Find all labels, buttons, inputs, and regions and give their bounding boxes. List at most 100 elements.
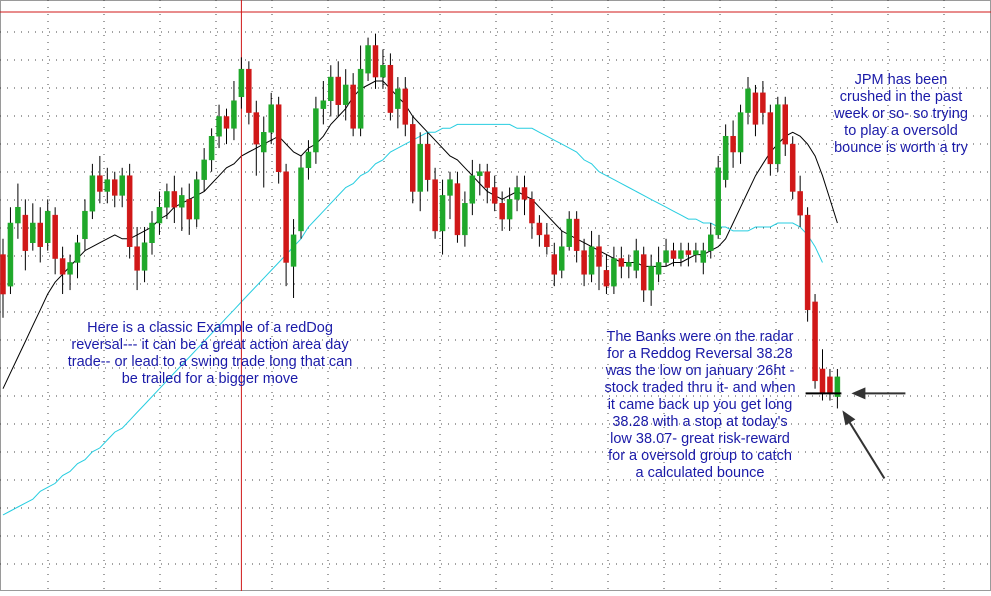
candle (44, 199, 51, 251)
candle (708, 223, 714, 259)
candle (685, 242, 692, 267)
candle (566, 211, 572, 251)
candle (715, 155, 721, 239)
candle-body-down (350, 84, 356, 129)
candle (797, 175, 803, 227)
candle (208, 128, 215, 172)
candle (387, 53, 394, 121)
candle (812, 294, 818, 389)
candle-body-up (238, 68, 245, 98)
candle-body-down (767, 112, 774, 165)
candle-body-up (775, 104, 781, 165)
candle-body-down (596, 246, 602, 267)
candle-body-down (760, 92, 766, 113)
annotation-left: Here is a classic Example of a redDog re… (67, 320, 353, 387)
candle (171, 175, 178, 224)
candle-body-down (112, 179, 118, 196)
candle-body-down (730, 135, 736, 153)
candle-body-down (253, 112, 260, 145)
candle (15, 183, 21, 239)
candle-body-up (305, 151, 312, 169)
candle-body-down (134, 246, 140, 271)
candle-body-up (462, 203, 468, 236)
candle-body-down (97, 175, 103, 192)
candle-body-up (67, 262, 73, 275)
candle-body-up (320, 100, 327, 109)
candle-body-up (104, 179, 111, 192)
candle (141, 226, 148, 283)
candle (134, 226, 140, 291)
candle-body-up (395, 88, 401, 109)
candle (469, 159, 476, 216)
candle (89, 163, 96, 220)
candle-body-down (432, 179, 438, 232)
arrow-left-head (851, 387, 866, 400)
candle-body-down (551, 254, 558, 275)
candle (648, 254, 654, 306)
candle-body-up (44, 210, 51, 243)
candle-body-down (789, 143, 796, 192)
candle-body-up (626, 262, 632, 267)
candle (298, 155, 304, 239)
candle (439, 179, 446, 255)
candle (804, 207, 811, 322)
candle (179, 187, 185, 231)
candle-body-down (402, 88, 409, 125)
candle-body-up (313, 108, 319, 153)
candles (0, 33, 841, 409)
candle-body-up (201, 159, 207, 180)
candle (484, 163, 490, 204)
candle-body-up (447, 179, 453, 196)
candle-body-down (640, 254, 647, 291)
candle (22, 199, 29, 271)
candle (529, 191, 535, 239)
candle-body-down (335, 76, 341, 105)
candle-body-up (74, 242, 81, 263)
candle-body-down (372, 45, 379, 78)
candle-body-up (216, 116, 222, 137)
candle (283, 163, 289, 287)
candle-body-up (156, 206, 163, 224)
candle (573, 211, 580, 263)
candle (693, 242, 699, 263)
candle-body-down (424, 143, 431, 180)
candle-body-up (693, 250, 699, 255)
candle-body-down (782, 104, 788, 145)
candle (149, 211, 155, 255)
candle (603, 254, 610, 295)
candle-body-up (328, 76, 334, 101)
candle-body-up (700, 250, 707, 263)
candle (193, 171, 200, 227)
candle-body-down (283, 171, 289, 263)
candle-body-down (186, 199, 192, 220)
candle-body-up (141, 242, 148, 271)
candle (506, 187, 513, 231)
candle-body-up (179, 195, 185, 208)
candle (335, 61, 341, 117)
candle (581, 238, 587, 287)
candle-body-up (290, 234, 297, 267)
candle (342, 69, 349, 121)
candle-body-up (261, 132, 267, 153)
candle (417, 132, 423, 212)
candle (37, 207, 43, 263)
candle (640, 246, 647, 302)
candle (126, 163, 133, 259)
candle-body-up (611, 258, 617, 287)
candle (745, 77, 751, 125)
candle-body-down (491, 187, 498, 204)
candle (514, 175, 520, 212)
candle-body-up (559, 246, 565, 271)
candle-body-down (37, 222, 43, 247)
candle-body-down (410, 124, 416, 192)
candle-body-up (588, 246, 595, 275)
candle (618, 246, 625, 279)
candle-body-down (59, 258, 66, 275)
candle (328, 65, 334, 117)
candle (223, 108, 230, 145)
candle (521, 175, 528, 216)
candle (253, 100, 260, 176)
candle-body-up (231, 100, 237, 129)
candle-body-up (15, 206, 21, 224)
candle (678, 242, 684, 267)
